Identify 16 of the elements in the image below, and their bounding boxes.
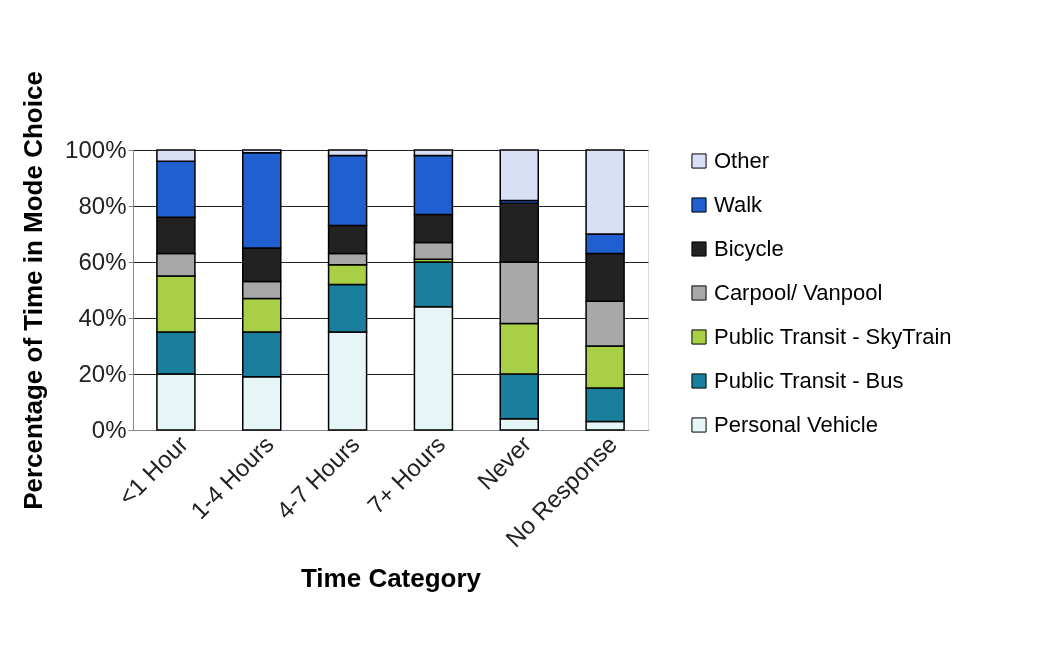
legend-label: Carpool/ Vanpool — [714, 280, 883, 305]
legend-label: Public Transit - Bus — [714, 368, 904, 393]
y-tick-label: 60% — [78, 247, 127, 275]
x-axis-title: Time Category — [300, 563, 482, 594]
legend-label: Walk — [714, 192, 764, 217]
y-axis-title: Percentage of Time in Mode Choice — [18, 71, 49, 510]
y-tick-label: 20% — [78, 359, 127, 387]
legend-label: Public Transit - SkyTrain — [714, 324, 952, 349]
y-tick-label: 100% — [65, 135, 127, 163]
bar — [499, 149, 539, 202]
y-tick-label: 80% — [78, 191, 127, 219]
y-tick-label: 0% — [91, 415, 127, 443]
legend-label: Other — [714, 148, 770, 173]
legend-label: Personal Vehicle — [714, 412, 878, 437]
y-tick-label: 40% — [78, 303, 127, 331]
legend-label: Bicycle — [714, 236, 784, 261]
